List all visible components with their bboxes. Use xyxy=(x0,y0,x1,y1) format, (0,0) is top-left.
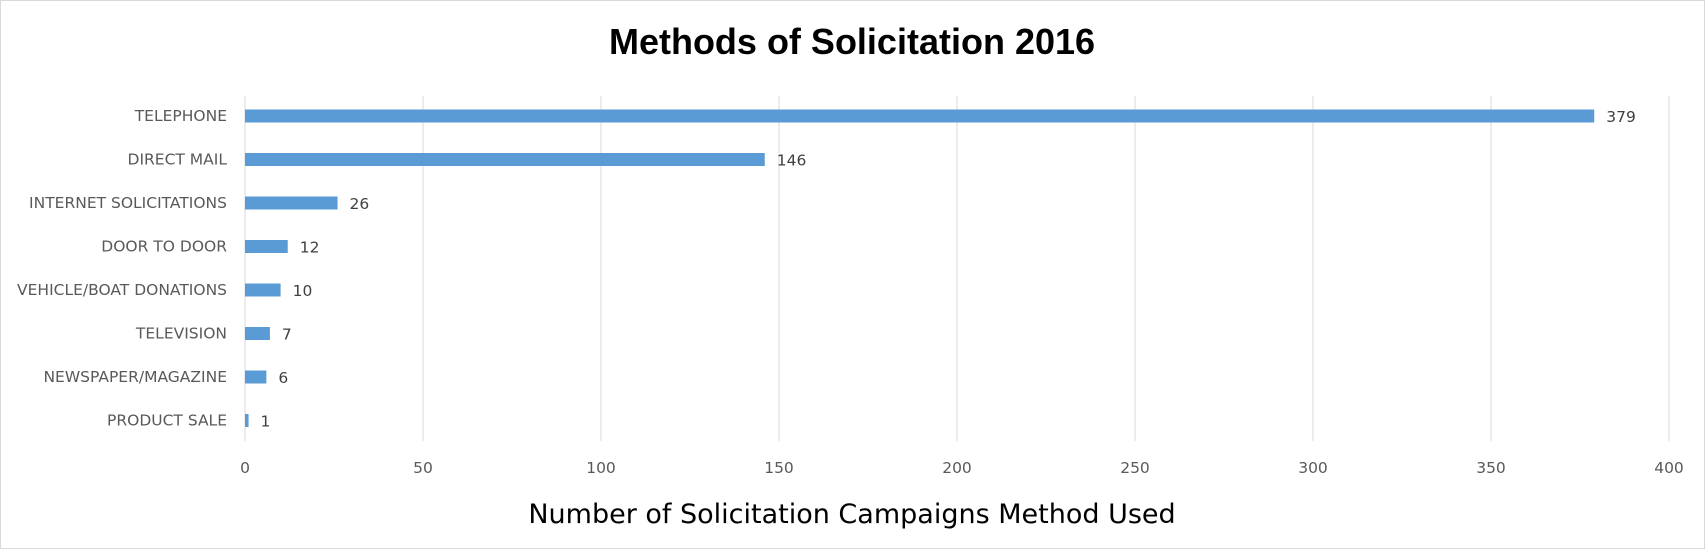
x-tick-label: 200 xyxy=(942,459,972,477)
x-axis-ticks: 0 50 100 150 200 250 300 350 400 xyxy=(240,459,1684,477)
data-label: 12 xyxy=(300,239,320,257)
bar xyxy=(245,109,1595,123)
data-label: 1 xyxy=(261,413,271,431)
gridlines xyxy=(244,96,1670,441)
x-tick-label: 150 xyxy=(764,459,794,477)
x-tick-label: 300 xyxy=(1298,459,1328,477)
x-tick-label: 250 xyxy=(1120,459,1150,477)
data-label: 26 xyxy=(350,195,370,213)
bars xyxy=(245,109,1595,427)
bar xyxy=(245,327,270,340)
category-label: PRODUCT SALE xyxy=(107,412,227,430)
data-label: 6 xyxy=(278,369,288,387)
data-label: 7 xyxy=(282,326,292,344)
x-tick-label: 50 xyxy=(413,459,433,477)
category-label: TELEPHONE xyxy=(134,107,227,125)
bar xyxy=(245,414,249,427)
bar xyxy=(245,240,288,253)
data-label: 379 xyxy=(1606,108,1636,126)
bar xyxy=(245,196,338,210)
data-label: 10 xyxy=(293,282,313,300)
category-label: DIRECT MAIL xyxy=(128,151,228,169)
chart-title: Methods of Solicitation 2016 xyxy=(609,21,1095,62)
x-tick-label: 0 xyxy=(240,459,250,477)
category-label: INTERNET SOLICITATIONS xyxy=(29,194,227,212)
category-label: TELEVISION xyxy=(135,325,227,343)
bar xyxy=(245,153,765,166)
bar xyxy=(245,370,267,384)
category-label: NEWSPAPER/MAGAZINE xyxy=(43,368,227,386)
category-label: DOOR TO DOOR xyxy=(101,238,227,256)
x-tick-label: 350 xyxy=(1476,459,1506,477)
data-labels: 379 146 26 12 10 7 6 1 xyxy=(261,108,1636,431)
x-axis-label: Number of Solicitation Campaigns Method … xyxy=(528,499,1175,530)
bar xyxy=(245,283,281,297)
data-label: 146 xyxy=(777,152,807,170)
y-axis-categories: TELEPHONE DIRECT MAIL INTERNET SOLICITATIO… xyxy=(17,107,227,430)
x-tick-label: 100 xyxy=(586,459,616,477)
category-label: VEHICLE/BOAT DONATIONS xyxy=(17,281,227,299)
x-tick-label: 400 xyxy=(1654,459,1684,477)
